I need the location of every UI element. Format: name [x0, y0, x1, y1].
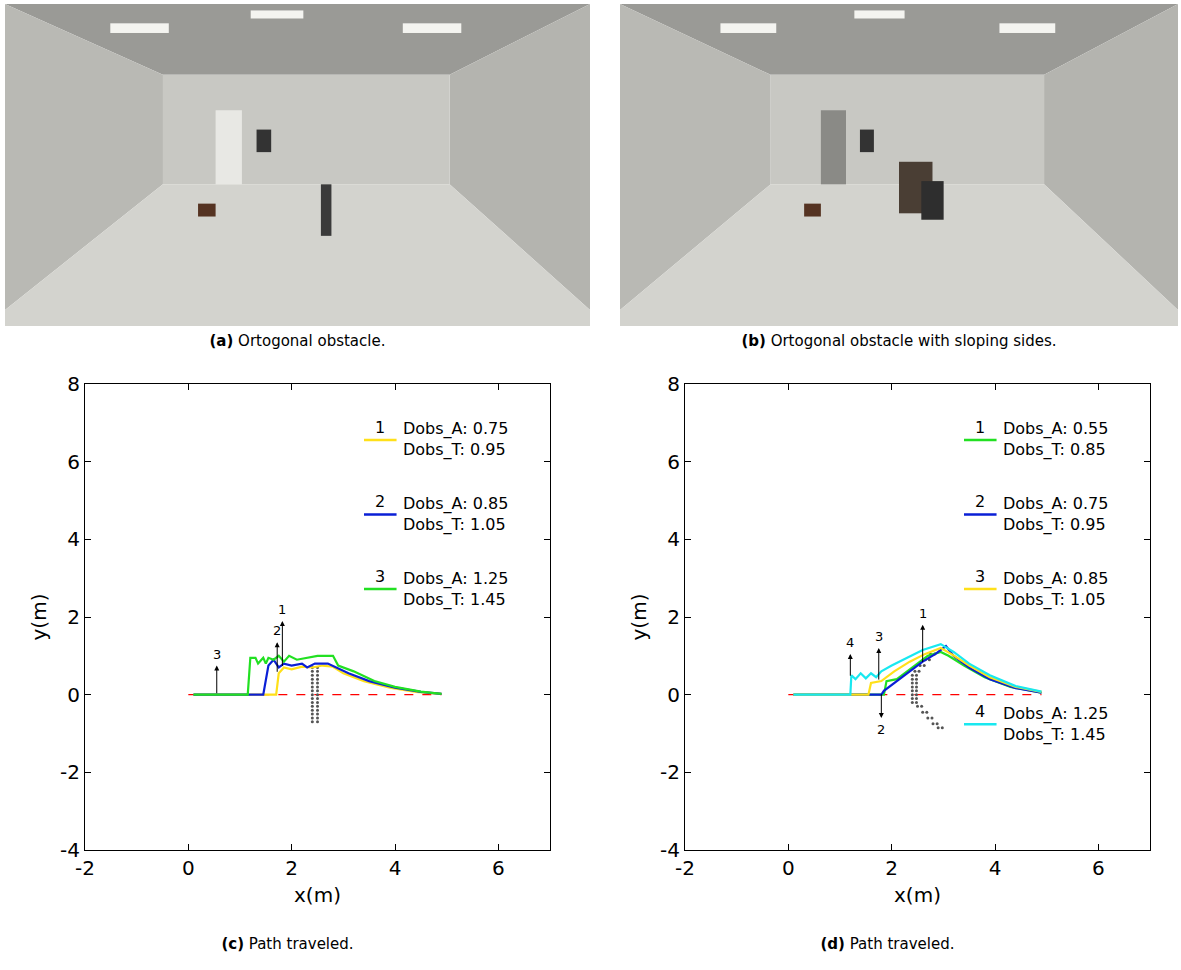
svg-text:0: 0	[182, 856, 195, 880]
svg-text:x(m): x(m)	[294, 883, 341, 907]
svg-text:-4: -4	[60, 838, 80, 862]
svg-text:4: 4	[975, 702, 985, 721]
svg-text:-2: -2	[60, 760, 80, 784]
svg-text:2: 2	[375, 492, 385, 511]
svg-text:3: 3	[213, 647, 221, 662]
svg-text:y(m): y(m)	[27, 594, 51, 641]
svg-text:4: 4	[667, 527, 680, 551]
svg-text:-4: -4	[660, 838, 680, 862]
svg-text:6: 6	[667, 450, 680, 474]
svg-text:2: 2	[67, 605, 80, 629]
svg-text:2: 2	[667, 605, 680, 629]
svg-text:1: 1	[919, 606, 927, 621]
html-text:(d) Path traveled.: (d) Path traveled.	[820, 935, 955, 953]
svg-text:x(m): x(m)	[894, 883, 941, 907]
svg-text:y(m): y(m)	[627, 594, 651, 641]
svg-text:0: 0	[667, 683, 680, 707]
svg-text:-2: -2	[660, 760, 680, 784]
html-text:(c) Path traveled.: (c) Path traveled.	[221, 935, 354, 953]
svg-text:1: 1	[975, 418, 985, 437]
svg-text:4: 4	[846, 635, 854, 650]
svg-text:6: 6	[492, 856, 505, 880]
svg-text:2: 2	[885, 856, 898, 880]
svg-text:6: 6	[1092, 856, 1105, 880]
svg-text:4: 4	[989, 856, 1002, 880]
svg-text:1: 1	[375, 418, 385, 437]
svg-text:Dobs_A: 0.55Dobs_T: 0.85: Dobs_A: 0.55Dobs_T: 0.85	[1003, 419, 1108, 460]
svg-text:Dobs_A: 0.85Dobs_T: 1.05: Dobs_A: 0.85Dobs_T: 1.05	[403, 494, 508, 535]
svg-text:Dobs_A: 0.85Dobs_T: 1.05: Dobs_A: 0.85Dobs_T: 1.05	[1003, 569, 1108, 610]
svg-text:0: 0	[67, 683, 80, 707]
svg-text:8: 8	[67, 372, 80, 396]
svg-text:Dobs_A: 0.75Dobs_T: 0.95: Dobs_A: 0.75Dobs_T: 0.95	[1003, 494, 1108, 535]
svg-text:4: 4	[67, 527, 80, 551]
svg-text:8: 8	[667, 372, 680, 396]
svg-text:3: 3	[375, 567, 385, 586]
svg-text:Dobs_A: 1.25Dobs_T: 1.45: Dobs_A: 1.25Dobs_T: 1.45	[1003, 704, 1108, 745]
svg-text:-2: -2	[675, 856, 695, 880]
html-text:(a) Ortogonal obstacle.: (a) Ortogonal obstacle.	[209, 332, 386, 350]
svg-text:Dobs_A: 0.75Dobs_T: 0.95: Dobs_A: 0.75Dobs_T: 0.95	[403, 419, 508, 460]
svg-text:2: 2	[285, 856, 298, 880]
svg-text:-2: -2	[75, 856, 95, 880]
svg-text:2: 2	[273, 623, 281, 638]
svg-text:3: 3	[975, 567, 985, 586]
svg-text:0: 0	[782, 856, 795, 880]
svg-text:6: 6	[67, 450, 80, 474]
html-text:(b) Ortogonal obstacle with sl: (b) Ortogonal obstacle with sloping side…	[741, 332, 1057, 350]
svg-text:2: 2	[877, 722, 885, 737]
svg-text:3: 3	[875, 629, 883, 644]
svg-text:2: 2	[975, 492, 985, 511]
svg-text:Dobs_A: 1.25Dobs_T: 1.45: Dobs_A: 1.25Dobs_T: 1.45	[403, 569, 508, 610]
svg-text:4: 4	[389, 856, 402, 880]
svg-text:1: 1	[278, 602, 286, 617]
